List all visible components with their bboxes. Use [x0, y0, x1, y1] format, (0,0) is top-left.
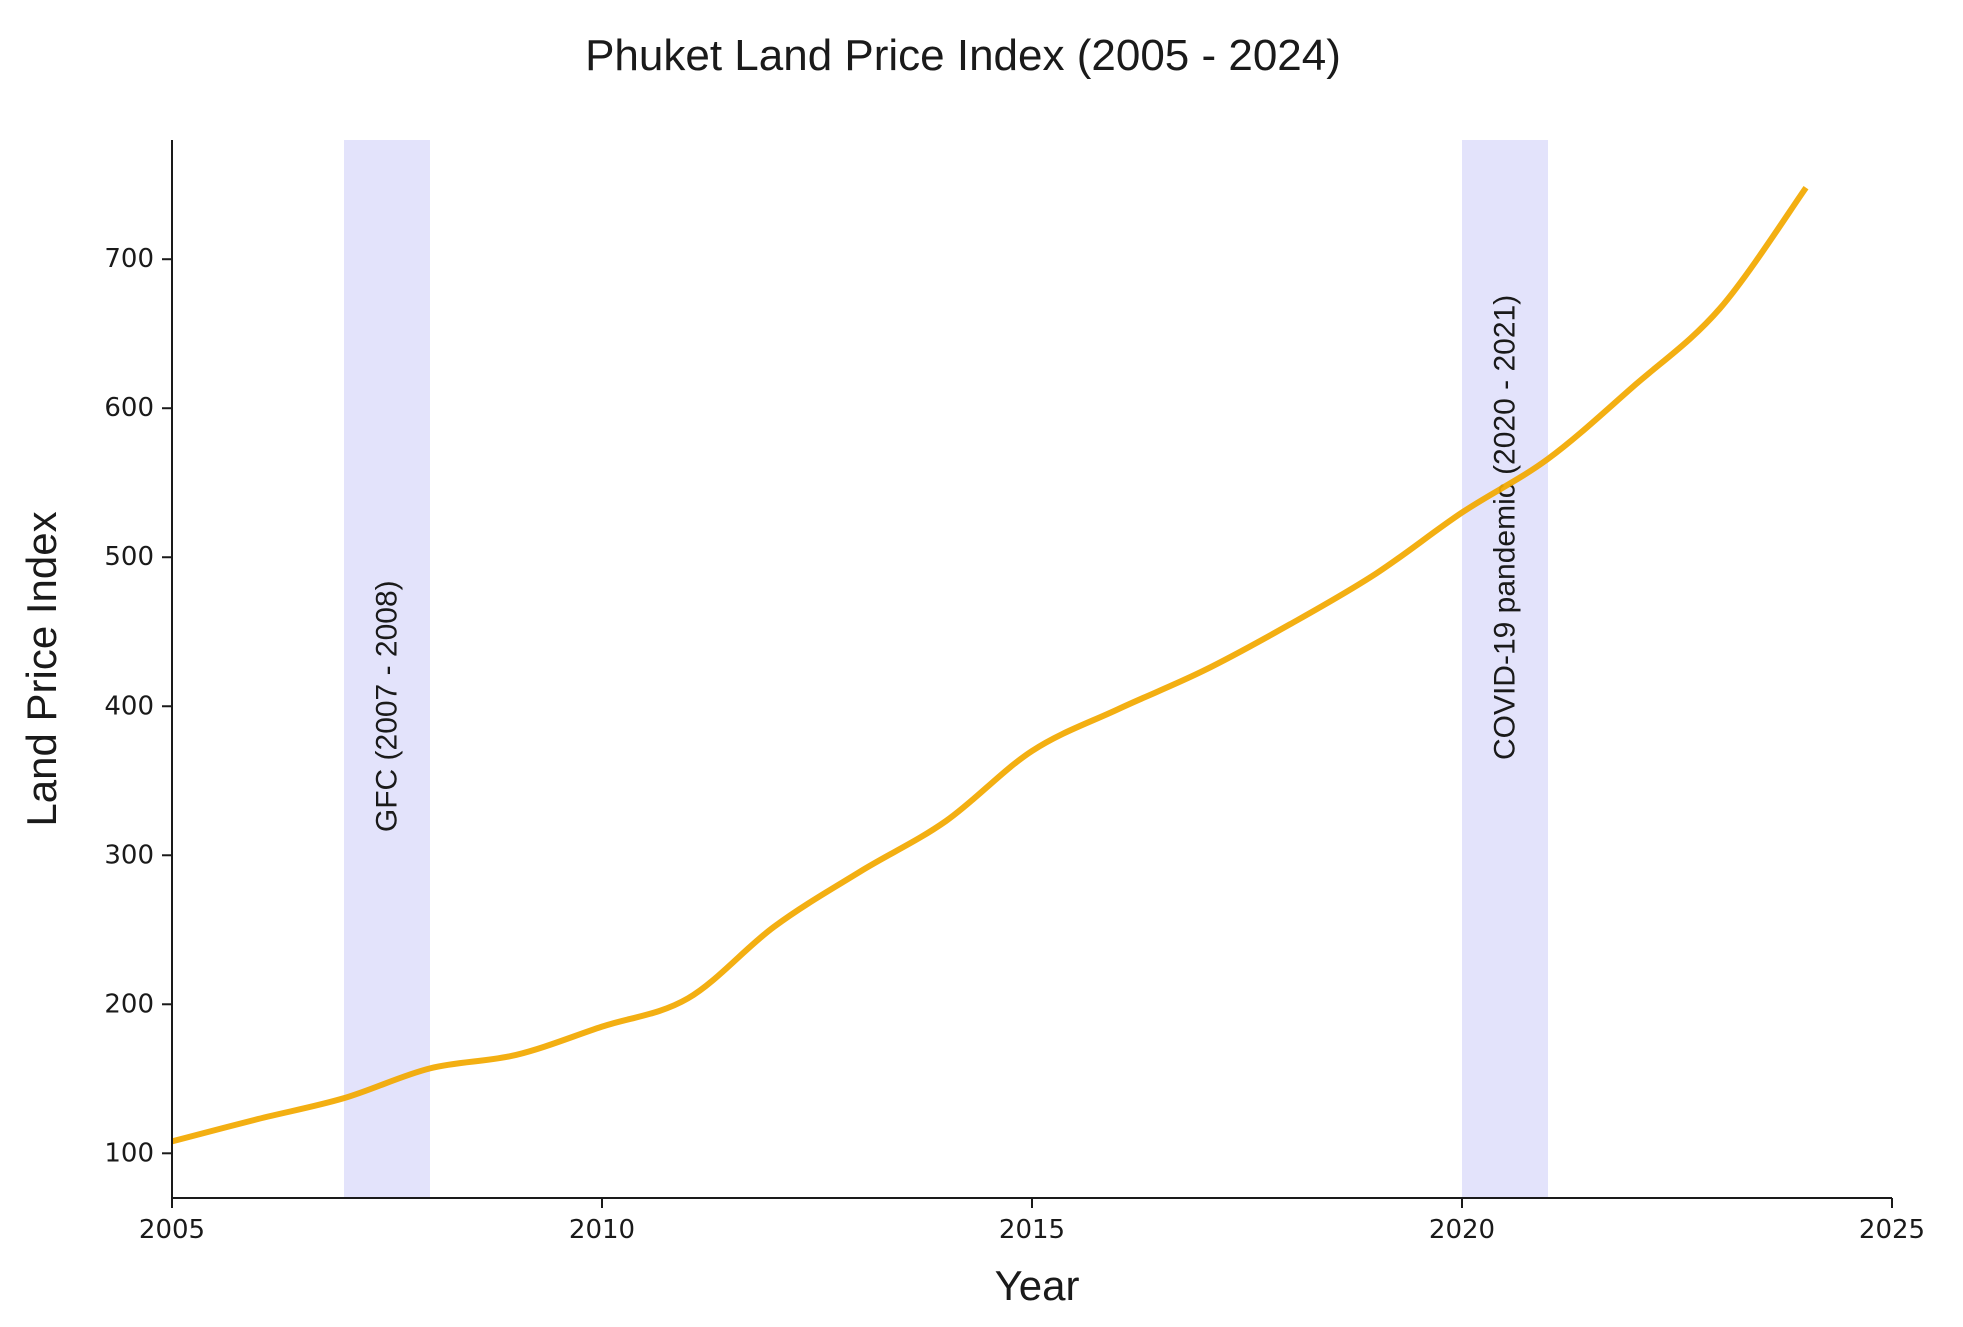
y-axis-label: Land Price Index: [18, 511, 65, 826]
x-tick-label-2025: 2025: [1859, 1215, 1925, 1245]
y-tick-label-200: 200: [104, 989, 154, 1019]
series-layer: [171, 185, 1809, 1145]
shaded-region-label-1: GFC (2007 - 2008): [371, 580, 404, 832]
x-tick-label-2005: 2005: [139, 1215, 205, 1245]
series-line-1: [171, 185, 1809, 1145]
x-tick-label-2015: 2015: [999, 1215, 1065, 1245]
shaded-region-1: [344, 140, 430, 1198]
shaded-region-label-2: COVID-19 pandemic (2020 - 2021): [1489, 295, 1522, 760]
y-tick-label-700: 700: [104, 244, 154, 274]
x-tick-label-2020: 2020: [1429, 1215, 1495, 1245]
x-axis-label: Year: [995, 1262, 1080, 1309]
y-tick-label-300: 300: [104, 840, 154, 870]
x-tick-label-2010: 2010: [569, 1215, 635, 1245]
shaded-region-2: [1462, 140, 1548, 1198]
y-tick-label-400: 400: [104, 691, 154, 721]
y-tick-label-600: 600: [104, 393, 154, 423]
y-tick-label-500: 500: [104, 542, 154, 572]
shaded-regions: GFC (2007 - 2008) COVID-19 pandemic (2020…: [344, 140, 1548, 1198]
y-tick-label-100: 100: [104, 1138, 154, 1168]
chart-title: Phuket Land Price Index (2005 - 2024): [585, 31, 1341, 80]
tick-layer: 2005 2010 2015 2020 2025 100 200 300 400 500 600 70…: [104, 244, 1925, 1245]
